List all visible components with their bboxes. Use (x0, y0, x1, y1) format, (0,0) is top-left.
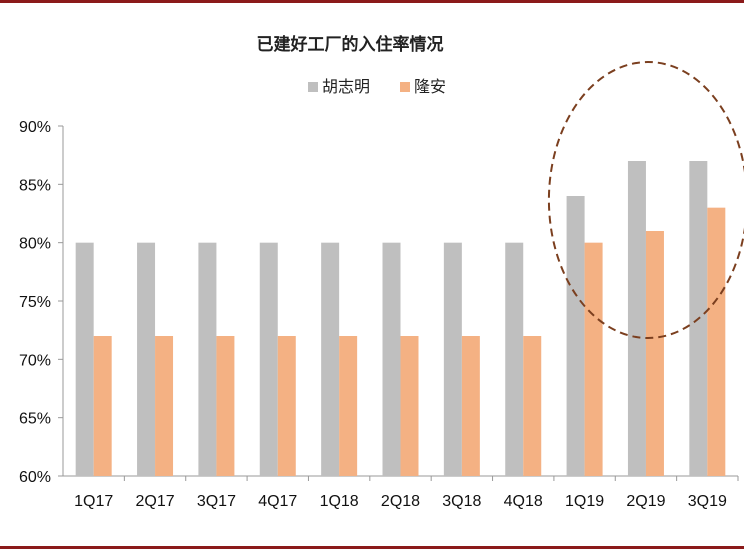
bar-隆安-1Q19 (584, 242, 603, 476)
y-tick-label: 80% (19, 236, 51, 253)
legend-swatch (400, 82, 410, 92)
x-tick-label: 4Q17 (258, 493, 297, 510)
legend: 胡志明 隆安 (308, 77, 446, 96)
bar-胡志明-3Q18 (443, 242, 462, 476)
legend-swatch (308, 82, 318, 92)
y-tick-label: 70% (19, 352, 51, 369)
bar-胡志明-3Q17 (198, 242, 217, 476)
x-tick-label: 1Q17 (74, 493, 113, 510)
annotations (547, 61, 744, 339)
x-tick-label: 3Q18 (442, 493, 481, 510)
x-tick-label: 2Q19 (626, 493, 665, 510)
chart-title: 已建好工厂的入住率情况 (257, 34, 444, 55)
bar-隆安-1Q17 (93, 336, 112, 476)
bar-隆安-3Q19 (707, 207, 726, 476)
bar-隆安-2Q18 (400, 336, 419, 476)
bar-隆安-4Q17 (277, 336, 296, 476)
bar-胡志明-1Q18 (321, 242, 340, 476)
bar-胡志明-2Q17 (137, 242, 156, 476)
y-tick-label: 60% (19, 469, 51, 486)
y-tick-labels: 60% 65% 70% 75% 80% 85% 90% (19, 119, 51, 486)
x-tick-labels: 1Q17 2Q17 3Q17 4Q17 1Q18 2Q18 3Q18 4Q18 1Q19 2Q19… (74, 493, 727, 510)
bar-隆安-2Q17 (155, 336, 174, 476)
legend-label: 隆安 (414, 77, 446, 96)
x-tick-label: 2Q17 (135, 493, 174, 510)
bar-隆安-3Q18 (461, 336, 480, 476)
bar-隆安-1Q18 (339, 336, 358, 476)
highlight-ellipse (547, 61, 744, 339)
bar-隆安-4Q18 (523, 336, 542, 476)
bar-隆安-3Q17 (216, 336, 235, 476)
y-tick-label: 75% (19, 294, 51, 311)
x-tick-label: 2Q18 (381, 493, 420, 510)
top-rule (0, 0, 744, 3)
x-tick-label: 4Q18 (504, 493, 543, 510)
y-tick-label: 85% (19, 177, 51, 194)
bar-隆安-2Q19 (645, 231, 664, 476)
bars (75, 161, 726, 476)
bar-胡志明-4Q18 (505, 242, 524, 476)
bottom-rule (0, 546, 744, 549)
bar-胡志明-2Q19 (627, 161, 646, 476)
y-tick-label: 65% (19, 411, 51, 428)
x-tick-label: 3Q19 (688, 493, 727, 510)
bar-胡志明-2Q18 (382, 242, 401, 476)
legend-label: 胡志明 (322, 77, 370, 96)
bar-胡志明-1Q17 (75, 242, 94, 476)
x-tick-label: 1Q18 (320, 493, 359, 510)
bar-胡志明-1Q19 (566, 196, 585, 476)
x-tick-label: 3Q17 (197, 493, 236, 510)
bar-胡志明-4Q17 (259, 242, 278, 476)
x-tick-label: 1Q19 (565, 493, 604, 510)
y-tick-label: 90% (19, 119, 51, 136)
